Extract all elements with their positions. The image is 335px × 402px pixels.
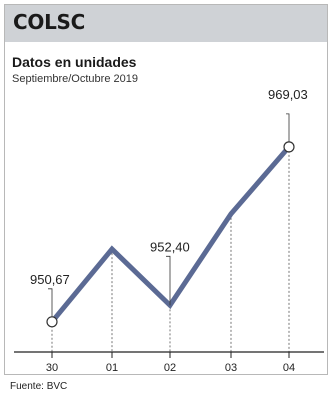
chart-header: COLSC <box>5 5 327 42</box>
x-tick-label-04: 04 <box>283 362 295 374</box>
label-leader-4 <box>286 113 290 147</box>
source-note: Fuente: BVC <box>10 381 68 392</box>
label-leader-0 <box>48 288 53 322</box>
data-label-04: 969,03 <box>268 87 308 102</box>
data-marker-30 <box>46 316 58 328</box>
chart-title: Datos en unidades <box>12 54 137 70</box>
x-tick-label-30: 30 <box>46 362 58 374</box>
ticker-title: COLSC <box>13 10 86 34</box>
x-tick-label-03: 03 <box>225 362 237 374</box>
x-tick-label-01: 01 <box>106 362 118 374</box>
x-tick-label-02: 02 <box>164 362 176 374</box>
data-label-02: 952,40 <box>150 239 190 254</box>
series-line <box>50 145 291 324</box>
data-label-30: 950,67 <box>30 272 70 287</box>
chart-subtitle: Septiembre/Octubre 2019 <box>12 73 138 85</box>
data-marker-04 <box>283 141 295 153</box>
label-leader-2 <box>166 255 171 306</box>
